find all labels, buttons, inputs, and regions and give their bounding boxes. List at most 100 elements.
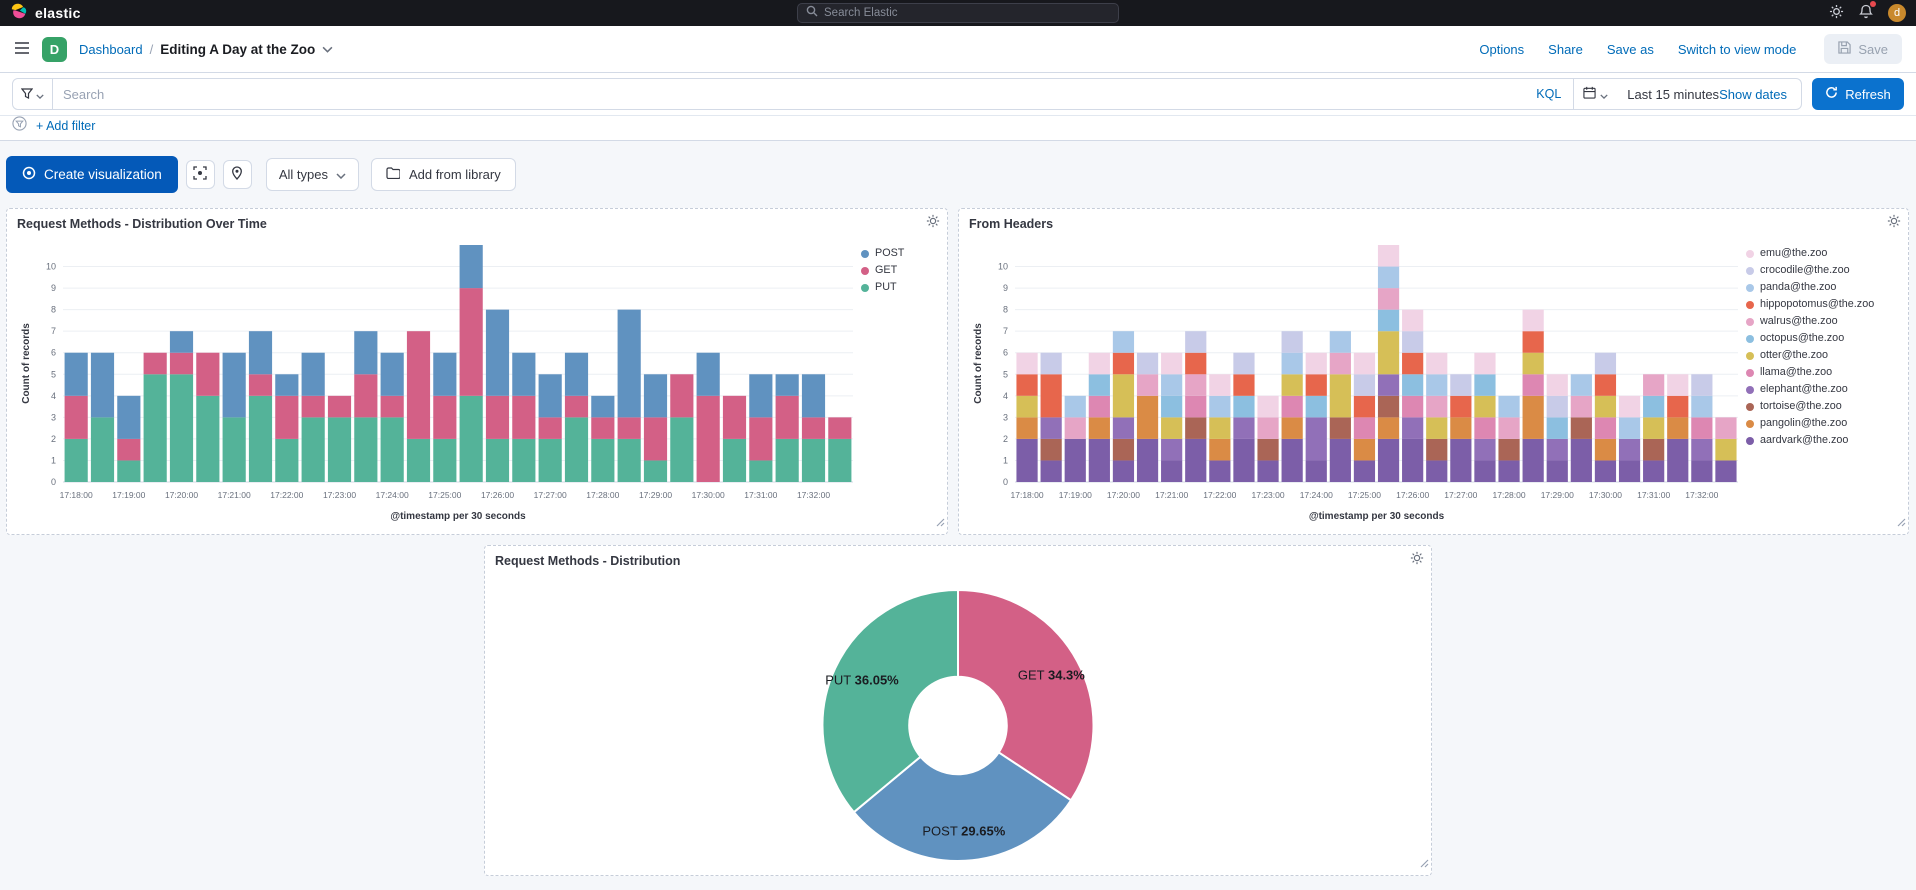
svg-text:17:29:00: 17:29:00 <box>639 490 672 500</box>
controls-button[interactable] <box>185 160 215 189</box>
panel-settings-button[interactable] <box>1410 551 1424 568</box>
legend-label: PUT <box>875 281 897 293</box>
svg-text:17:20:00: 17:20:00 <box>1107 490 1140 500</box>
svg-text:17:27:00: 17:27:00 <box>1444 490 1477 500</box>
legend-item[interactable]: crocodile@the.zoo <box>1746 264 1898 278</box>
panel-title[interactable]: Request Methods - Distribution Over Time <box>17 217 267 231</box>
global-search-input[interactable] <box>824 7 1110 19</box>
filter-icon <box>20 87 34 102</box>
legend-label: octopus@the.zoo <box>1760 332 1845 344</box>
panel-resize-handle[interactable] <box>936 514 945 532</box>
legend-label: llama@the.zoo <box>1760 366 1833 378</box>
svg-text:0: 0 <box>51 477 56 487</box>
filter-circle-icon[interactable] <box>12 116 27 136</box>
calendar-icon <box>1583 86 1596 102</box>
space-badge[interactable]: D <box>42 36 67 62</box>
breadcrumb-dashboard-link[interactable]: Dashboard <box>79 41 143 57</box>
legend-item[interactable]: elephant@the.zoo <box>1746 383 1898 397</box>
global-search[interactable] <box>797 3 1119 23</box>
add-filter-button[interactable]: + Add filter <box>36 119 96 133</box>
legend-item[interactable]: walrus@the.zoo <box>1746 315 1898 329</box>
svg-text:@timestamp per 30 seconds: @timestamp per 30 seconds <box>1309 511 1445 522</box>
breadcrumb-separator: / <box>149 41 154 57</box>
legend-color-dot <box>1746 249 1754 258</box>
time-range-label[interactable]: Last 15 minutes <box>1627 86 1720 102</box>
legend-item[interactable]: panda@the.zoo <box>1746 281 1898 295</box>
svg-text:4: 4 <box>51 391 56 401</box>
legend-item[interactable]: otter@the.zoo <box>1746 349 1898 363</box>
panel-title[interactable]: Request Methods - Distribution <box>495 554 681 568</box>
logo-text: elastic <box>35 5 81 21</box>
elastic-logo[interactable]: elastic <box>10 2 81 25</box>
panel-settings-button[interactable] <box>926 214 940 231</box>
add-from-library-button[interactable]: Add from library <box>370 158 516 191</box>
save-as-button[interactable]: Save as <box>1606 41 1654 57</box>
svg-text:17:24:00: 17:24:00 <box>376 490 409 500</box>
legend-item[interactable]: tortoise@the.zoo <box>1746 400 1898 414</box>
legend-item[interactable]: POST <box>861 247 937 261</box>
gear-icon <box>926 214 940 231</box>
frame-crosshair-icon <box>193 166 207 183</box>
all-types-dropdown[interactable]: All types <box>265 158 359 191</box>
legend-color-dot <box>1746 300 1754 309</box>
switch-view-mode-button[interactable]: Switch to view mode <box>1677 41 1797 57</box>
legend-item[interactable]: aardvark@the.zoo <box>1746 434 1898 448</box>
legend-item[interactable]: GET <box>861 264 937 278</box>
panel-title[interactable]: From Headers <box>969 217 1054 231</box>
panel-resize-handle[interactable] <box>1897 514 1906 532</box>
notifications-button[interactable] <box>1859 1 1876 22</box>
gear-icon <box>1829 4 1844 22</box>
legend-label: crocodile@the.zoo <box>1760 264 1850 276</box>
legend-label: emu@the.zoo <box>1760 247 1828 259</box>
panel-from-headers: From Headers 0 1 2 3 4 5 6 7 8 9 10 17:18:00 17:19:0… <box>958 208 1909 535</box>
options-button[interactable]: Options <box>1479 41 1525 57</box>
svg-text:GET 34.3%: GET 34.3% <box>1018 667 1085 682</box>
date-picker-button[interactable] <box>1573 79 1618 109</box>
svg-text:17:30:00: 17:30:00 <box>1589 490 1622 500</box>
legend-color-dot <box>1746 368 1754 377</box>
svg-text:17:19:00: 17:19:00 <box>112 490 145 500</box>
legend-color-dot <box>861 283 869 292</box>
save-button[interactable]: Save <box>1824 34 1902 64</box>
svg-text:17:18:00: 17:18:00 <box>1011 490 1044 500</box>
annotation-marker-button[interactable] <box>222 160 252 189</box>
notification-dot <box>1870 1 1876 7</box>
create-visualization-button[interactable]: Create visualization <box>6 156 178 193</box>
menu-button[interactable] <box>14 41 30 58</box>
svg-text:3: 3 <box>51 412 56 422</box>
legend-item[interactable]: emu@the.zoo <box>1746 247 1898 261</box>
share-button[interactable]: Share <box>1548 41 1583 57</box>
query-bar-row: KQL Last 15 minutes Show dates Refresh <box>0 73 1916 116</box>
legend-item[interactable]: llama@the.zoo <box>1746 366 1898 380</box>
saved-query-menu-button[interactable] <box>13 79 53 109</box>
legend-label: walrus@the.zoo <box>1760 315 1838 327</box>
svg-text:17:21:00: 17:21:00 <box>1155 490 1188 500</box>
legend-item[interactable]: hippopotomus@the.zoo <box>1746 298 1898 312</box>
svg-text:17:28:00: 17:28:00 <box>586 490 619 500</box>
page-title: Editing A Day at the Zoo <box>160 41 316 57</box>
legend-item[interactable]: pangolin@the.zoo <box>1746 417 1898 431</box>
legend-item[interactable]: PUT <box>861 281 937 295</box>
svg-text:2: 2 <box>51 434 56 444</box>
legend-color-dot <box>1746 317 1754 326</box>
chevron-down-icon[interactable] <box>322 40 333 58</box>
query-language-button[interactable]: KQL <box>1536 87 1562 101</box>
kql-search-input[interactable] <box>53 86 1525 102</box>
svg-text:PUT 36.05%: PUT 36.05% <box>825 673 899 688</box>
svg-text:17:25:00: 17:25:00 <box>1348 490 1381 500</box>
legend-label: elephant@the.zoo <box>1760 383 1848 395</box>
svg-text:7: 7 <box>1003 326 1008 336</box>
show-dates-button[interactable]: Show dates <box>1719 86 1787 102</box>
panel-resize-handle[interactable] <box>1420 855 1429 873</box>
svg-text:Count of records: Count of records <box>21 323 32 404</box>
query-bar: KQL Last 15 minutes Show dates <box>12 78 1802 110</box>
refresh-button[interactable]: Refresh <box>1812 78 1904 110</box>
settings-button[interactable] <box>1829 4 1844 22</box>
panel-settings-button[interactable] <box>1887 214 1901 231</box>
breadcrumb: Dashboard / Editing A Day at the Zoo <box>79 40 333 58</box>
legend-item[interactable]: octopus@the.zoo <box>1746 332 1898 346</box>
svg-text:10: 10 <box>998 262 1008 272</box>
user-menu-button[interactable]: d <box>1888 4 1906 22</box>
svg-text:17:22:00: 17:22:00 <box>270 490 303 500</box>
svg-text:0: 0 <box>1003 477 1008 487</box>
